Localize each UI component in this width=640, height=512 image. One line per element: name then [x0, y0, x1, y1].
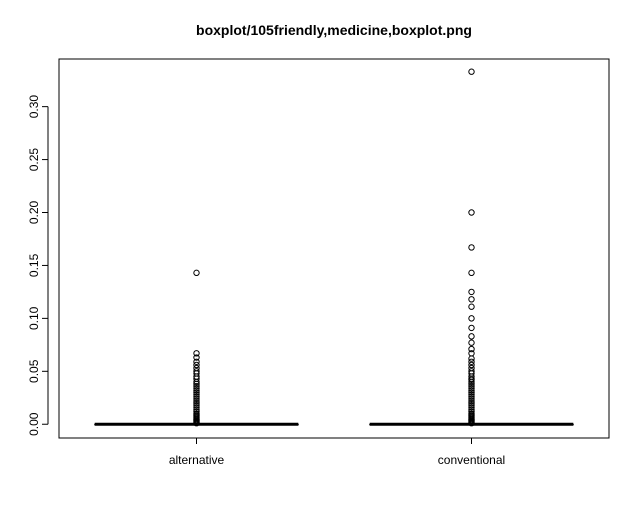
outlier-point: [193, 382, 200, 390]
x-axis: alternative conventional: [169, 438, 505, 467]
outlier-point: [468, 288, 475, 296]
outlier-point: [193, 395, 200, 403]
x-tick-label: alternative: [169, 453, 225, 467]
outlier-point: [468, 385, 475, 392]
chart-title: boxplot/105friendly,medicine,boxplot.png: [196, 22, 472, 38]
outlier-point: [193, 389, 200, 396]
outlier-point: [468, 209, 475, 216]
y-tick-label: 0.05: [27, 359, 41, 383]
outlier-point: [468, 345, 475, 353]
outlier-point: [468, 404, 475, 411]
outlier-point: [193, 397, 200, 405]
outlier-point: [193, 404, 200, 411]
y-axis: 0.00 0.05 0.10 0.15 0.20 0.25 0.30: [27, 95, 49, 436]
outlier-point: [468, 387, 475, 394]
outlier-point: [193, 380, 200, 388]
box-alternative: [94, 269, 299, 427]
outlier-point: [468, 315, 475, 322]
outlier-point: [193, 378, 200, 386]
outlier-point: [468, 358, 475, 365]
outlier-point: [468, 391, 475, 398]
y-tick-label: 0.10: [27, 306, 41, 330]
y-tick-label: 0.30: [27, 95, 41, 119]
outlier-point: [193, 401, 200, 409]
outlier-point: [193, 393, 200, 400]
outlier-point: [468, 419, 475, 427]
y-tick-label: 0.15: [27, 253, 41, 277]
outlier-point: [468, 324, 475, 332]
outlier-point: [468, 380, 475, 388]
outlier-point: [193, 399, 200, 407]
y-tick-label: 0.25: [27, 148, 41, 172]
outlier-point: [193, 354, 200, 361]
outlier-point: [468, 244, 475, 251]
plot-frame: [58, 58, 610, 439]
outlier-point: [468, 393, 475, 400]
outlier-point: [193, 391, 200, 398]
outlier-point: [468, 395, 475, 403]
outlier-point: [193, 385, 200, 392]
outlier-point: [468, 401, 475, 409]
y-tick-label: 0.20: [27, 201, 41, 225]
boxes: [94, 68, 574, 427]
outlier-point: [468, 389, 475, 396]
outlier-point: [468, 376, 475, 383]
outlier-point: [468, 296, 475, 303]
outlier-point: [193, 350, 200, 357]
outlier-point: [468, 397, 475, 405]
outlier-point: [468, 378, 475, 386]
outlier-point: [468, 333, 475, 340]
outlier-point: [468, 399, 475, 407]
outlier-point: [468, 382, 475, 390]
outlier-point: [193, 358, 200, 365]
outlier-point: [468, 269, 475, 277]
outlier-point: [193, 269, 200, 277]
outlier-point: [468, 361, 475, 369]
outlier-point: [468, 303, 475, 310]
outlier-point: [468, 339, 475, 346]
outlier-point: [468, 355, 475, 362]
outlier-point: [468, 68, 475, 75]
outlier-point: [193, 419, 200, 427]
x-tick-label: conventional: [438, 453, 505, 467]
box-conventional: [369, 68, 574, 427]
outlier-point: [193, 387, 200, 394]
outlier-point: [193, 361, 200, 369]
y-tick-label: 0.00: [27, 412, 41, 436]
